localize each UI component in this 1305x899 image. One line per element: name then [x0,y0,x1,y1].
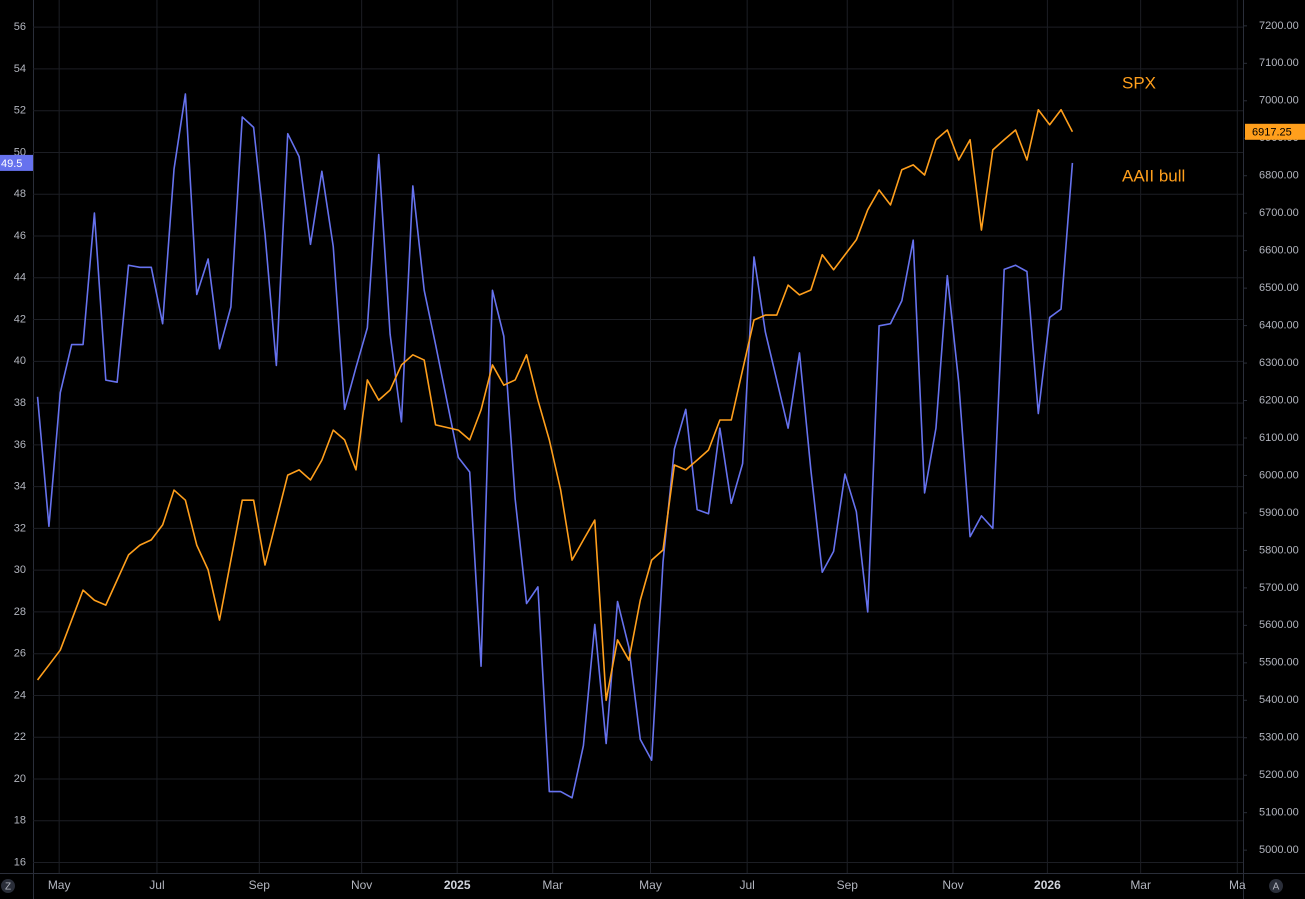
y-tick-label: 20 [14,773,26,785]
x-tick-label: Nov [351,878,372,892]
y2-tick-label: 5800.00 [1259,544,1299,556]
y2-tick-label: 5300.00 [1259,732,1299,744]
x-tick-label: 2026 [1034,878,1061,892]
y-tick-label: 24 [14,689,26,701]
y-tick-label: 36 [14,439,26,451]
last-value-label: 49.5 [1,158,22,170]
y-tick-label: 32 [14,522,26,534]
auto-scale-button[interactable] [1269,879,1283,893]
y2-tick-label: 7000.00 [1259,95,1299,107]
y-tick-label: 42 [14,313,26,325]
y2-tick-label: 5400.00 [1259,694,1299,706]
y-tick-label: 28 [14,606,26,618]
y-tick-label: 16 [14,856,26,868]
grid [33,0,1243,873]
y2-tick-label: 6400.00 [1259,320,1299,332]
y2-tick-label: 5100.00 [1259,807,1299,819]
x-tick-label: Nov [942,878,963,892]
y-tick-label: 34 [14,481,26,493]
y2-tick-label: 5000.00 [1259,844,1299,856]
y-tick-label: 40 [14,355,26,367]
y-tick-label: 26 [14,648,26,660]
y2-tick-label: 6200.00 [1259,394,1299,406]
y-tick-label: 44 [14,272,26,284]
y-tick-label: 48 [14,188,26,200]
plot [36,93,1074,799]
y2-tick-label: 6000.00 [1259,469,1299,481]
x-tick-label: 2025 [444,878,471,892]
y2-tick-label: 6300.00 [1259,357,1299,369]
x-tick-label: Mar [542,878,563,892]
series-annotation: AAII bull [1122,166,1185,185]
y2-tick-label: 6100.00 [1259,432,1299,444]
y-tick-label: 22 [14,731,26,743]
y-tick-label: 46 [14,230,26,242]
x-tick-label: Sep [837,878,859,892]
y2-tick-label: 5700.00 [1259,582,1299,594]
series-annotation: SPX [1122,73,1156,92]
series-line [36,108,1074,702]
y2-tick-label: 5600.00 [1259,619,1299,631]
zoom-button[interactable] [1,879,15,893]
y-tick-label: 56 [14,21,26,33]
y2-tick-label: 6800.00 [1259,170,1299,182]
y2-tick-label: 7100.00 [1259,57,1299,69]
last-value-box [1245,123,1305,140]
x-tick-label: Jul [149,878,164,892]
x-tick-label: Jul [740,878,755,892]
y-tick-label: 52 [14,105,26,117]
x-tick-label: Mar [1130,878,1151,892]
series-line [36,93,1074,799]
x-tick-label: May [639,878,662,892]
x-tick-label: May [48,878,71,892]
last-value-label: 6917.25 [1252,127,1292,139]
y-tick-label: 30 [14,564,26,576]
y2-tick-label: 5500.00 [1259,657,1299,669]
x-tick-label: Sep [249,878,271,892]
x-tick-label: Ma [1229,878,1246,892]
y-tick-label: 18 [14,815,26,827]
y2-tick-label: 6600.00 [1259,245,1299,257]
y2-tick-label: 5200.00 [1259,769,1299,781]
zoom-button-label[interactable]: Z [5,882,11,893]
y2-tick-label: 7200.00 [1259,20,1299,32]
y2-tick-label: 6500.00 [1259,282,1299,294]
y-tick-label: 54 [14,63,26,75]
y2-tick-label: 6700.00 [1259,207,1299,219]
last-value-box [0,154,33,171]
auto-scale-button-label[interactable]: A [1273,882,1280,893]
y-tick-label: 38 [14,397,26,409]
y2-tick-label: 5900.00 [1259,507,1299,519]
